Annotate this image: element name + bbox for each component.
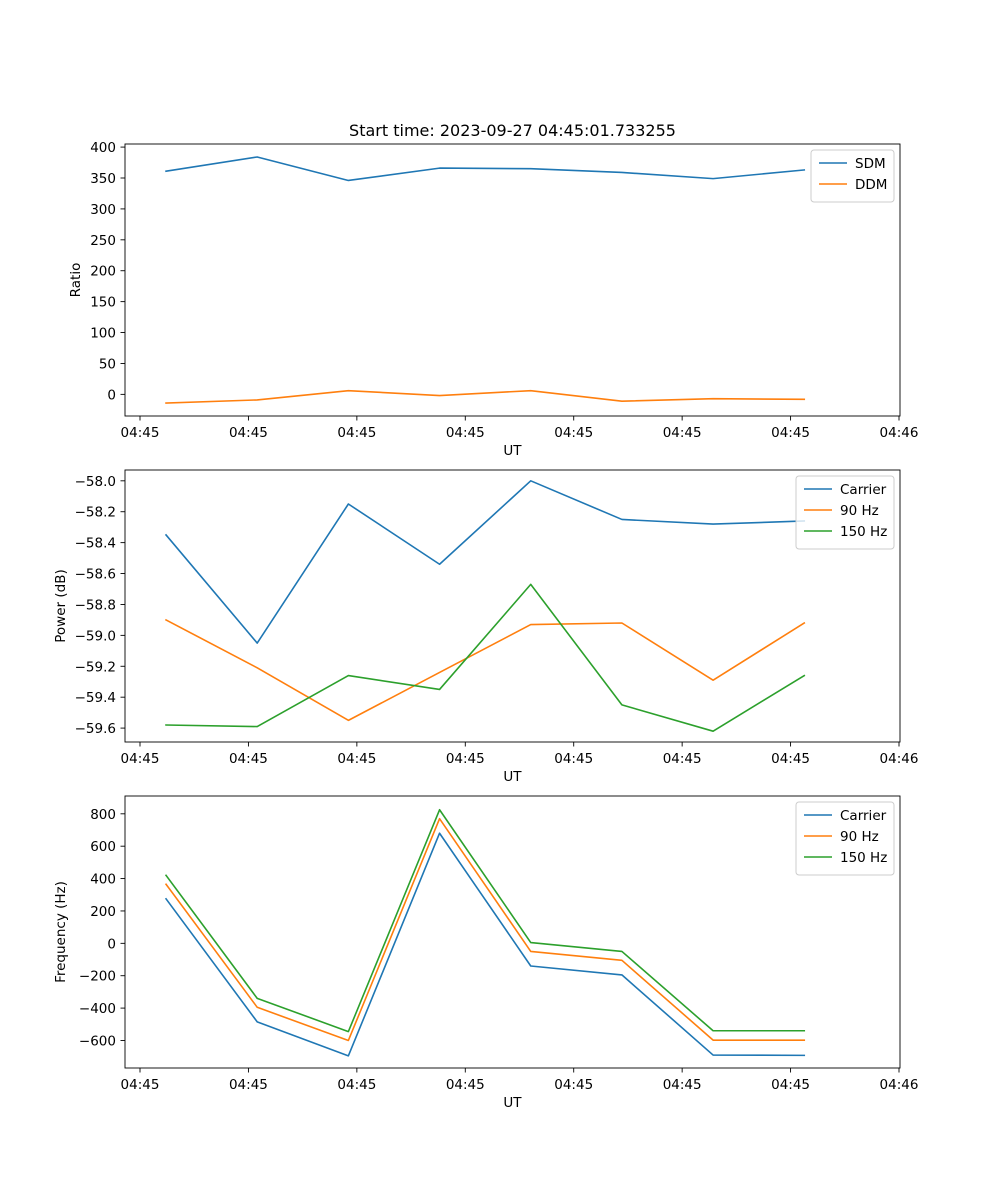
y-tick-label: 0 bbox=[107, 387, 116, 403]
y-tick-label: 800 bbox=[90, 807, 116, 823]
legend-label: 150 Hz bbox=[840, 850, 887, 866]
x-tick-label: 04:45 bbox=[663, 1077, 702, 1093]
x-tick-label: 04:45 bbox=[229, 1077, 268, 1093]
x-tick-label: 04:45 bbox=[554, 1077, 593, 1093]
legend-label: Carrier bbox=[840, 482, 887, 498]
y-tick-label: −59.6 bbox=[75, 721, 116, 737]
y-tick-label: 150 bbox=[90, 295, 116, 311]
y-axis-label: Power (dB) bbox=[53, 569, 69, 642]
series-line-150-hz bbox=[164, 808, 806, 1033]
y-tick-label: 100 bbox=[90, 326, 116, 342]
x-tick-label: 04:45 bbox=[663, 751, 702, 767]
x-tick-label: 04:45 bbox=[121, 751, 160, 767]
series-line-ddm bbox=[165, 389, 806, 404]
x-tick-label: 04:45 bbox=[771, 425, 810, 441]
plot-frame bbox=[124, 469, 901, 743]
legend-label: DDM bbox=[855, 177, 887, 193]
legend-label: 90 Hz bbox=[840, 829, 879, 845]
x-axis-label: UT bbox=[503, 769, 522, 785]
x-axis-label: UT bbox=[503, 1095, 522, 1111]
series-line-90-hz bbox=[164, 817, 806, 1042]
x-tick-label: 04:45 bbox=[337, 751, 376, 767]
legend-label: Carrier bbox=[840, 808, 887, 824]
x-tick-label: 04:45 bbox=[663, 425, 702, 441]
x-tick-label: 04:45 bbox=[337, 425, 376, 441]
y-tick-label: 300 bbox=[90, 202, 116, 218]
y-axis-label: Frequency (Hz) bbox=[53, 881, 69, 983]
x-tick-label: 04:45 bbox=[121, 1077, 160, 1093]
x-tick-label: 04:45 bbox=[446, 425, 485, 441]
x-tick-label: 04:45 bbox=[229, 751, 268, 767]
y-tick-label: −59.2 bbox=[75, 659, 116, 675]
legend-label: 150 Hz bbox=[840, 524, 887, 540]
chart-title: Start time: 2023-09-27 04:45:01.733255 bbox=[349, 121, 676, 140]
y-axis-label: Ratio bbox=[68, 263, 84, 298]
series-line-carrier bbox=[164, 480, 806, 644]
y-tick-label: −59.4 bbox=[75, 690, 116, 706]
y-tick-label: 600 bbox=[90, 839, 116, 855]
y-tick-label: −58.2 bbox=[75, 505, 116, 521]
y-tick-label: 0 bbox=[107, 936, 116, 952]
y-tick-label: −59.0 bbox=[75, 628, 116, 644]
x-tick-label: 04:46 bbox=[880, 1077, 919, 1093]
y-tick-label: −400 bbox=[79, 1001, 116, 1017]
y-tick-label: 350 bbox=[90, 171, 116, 187]
x-tick-label: 04:45 bbox=[554, 425, 593, 441]
series-line-sdm bbox=[165, 156, 806, 182]
legend-label: SDM bbox=[855, 156, 886, 172]
x-tick-label: 04:46 bbox=[880, 425, 919, 441]
x-tick-label: 04:45 bbox=[229, 425, 268, 441]
y-tick-label: −600 bbox=[79, 1033, 116, 1049]
y-tick-label: −58.8 bbox=[75, 597, 116, 613]
y-tick-label: −58.0 bbox=[75, 474, 116, 490]
x-tick-label: 04:45 bbox=[337, 1077, 376, 1093]
y-tick-label: −200 bbox=[79, 969, 116, 985]
x-axis-label: UT bbox=[503, 443, 522, 459]
y-tick-label: 250 bbox=[90, 233, 116, 249]
series-line-150-hz bbox=[165, 583, 806, 732]
x-tick-label: 04:45 bbox=[771, 751, 810, 767]
x-tick-label: 04:45 bbox=[446, 1077, 485, 1093]
series-line-90-hz bbox=[164, 618, 806, 722]
plot-frame bbox=[124, 143, 901, 417]
x-tick-label: 04:45 bbox=[554, 751, 593, 767]
y-tick-label: −58.6 bbox=[75, 567, 116, 583]
x-tick-label: 04:45 bbox=[446, 751, 485, 767]
y-tick-label: 400 bbox=[90, 140, 116, 156]
legend-label: 90 Hz bbox=[840, 503, 879, 519]
x-tick-label: 04:45 bbox=[771, 1077, 810, 1093]
x-tick-label: 04:46 bbox=[880, 751, 919, 767]
y-tick-label: −58.4 bbox=[75, 536, 116, 552]
y-tick-label: 200 bbox=[90, 904, 116, 920]
x-tick-label: 04:45 bbox=[121, 425, 160, 441]
plot-frame bbox=[124, 795, 901, 1069]
y-tick-label: 400 bbox=[90, 872, 116, 888]
y-tick-label: 50 bbox=[99, 356, 116, 372]
y-tick-label: 200 bbox=[90, 264, 116, 280]
series-line-carrier bbox=[164, 832, 806, 1057]
